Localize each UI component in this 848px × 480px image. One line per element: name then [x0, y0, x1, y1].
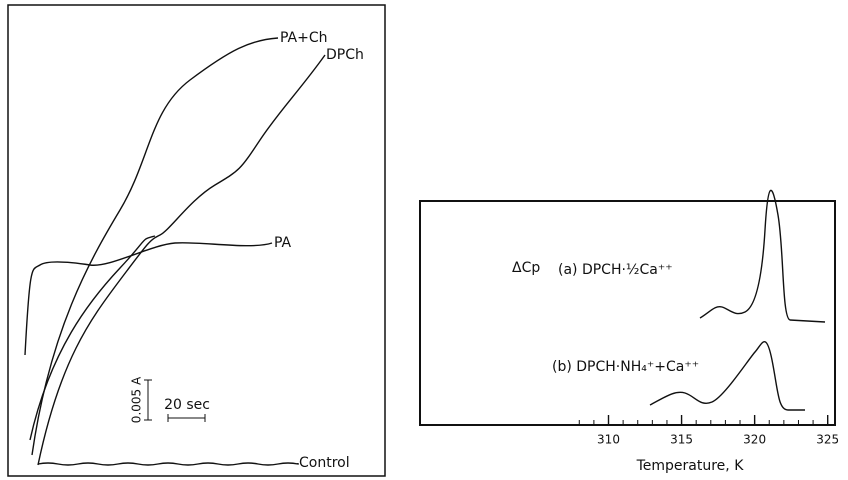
curve-control	[37, 462, 299, 466]
panel-frame	[419, 200, 836, 426]
curve-label: PA+Ch	[280, 30, 328, 46]
x-axis-label: Temperature, K	[636, 458, 745, 474]
x-tick-label: 325	[816, 433, 839, 447]
left-panel: PA+Ch DPCh PA Control 0.005 A 20 sec	[7, 4, 386, 477]
curve-label: (b) DPCH·NH₄⁺+Ca⁺⁺	[552, 359, 699, 375]
curve-label: DPCh	[326, 47, 364, 63]
curve-extra	[29, 235, 156, 441]
curve-label: Control	[299, 455, 350, 471]
x-tick-label: 315	[670, 433, 693, 447]
right-panel: ΔCp (a) DPCH·½Ca⁺⁺ (b) DPCH·NH₄⁺+Ca⁺⁺ Te…	[419, 189, 839, 474]
x-tick-label: 320	[743, 433, 766, 447]
panel-frame	[7, 4, 386, 477]
curve-dpch	[37, 54, 326, 466]
x-tick-label: 310	[597, 433, 620, 447]
y-axis-label: ΔCp	[512, 260, 540, 276]
scale-x-label: 20 sec	[164, 397, 210, 413]
scale-bar-y	[144, 379, 152, 421]
curve-label: PA	[274, 235, 292, 251]
curve-pa-ch	[31, 37, 279, 456]
curve-a	[699, 189, 826, 323]
scale-y-label: 0.005 A	[130, 376, 144, 423]
curve-label: (a) DPCH·½Ca⁺⁺	[558, 262, 673, 278]
curve-pa	[24, 242, 273, 356]
scale-bar-x	[167, 414, 206, 422]
curve-b	[649, 341, 805, 411]
